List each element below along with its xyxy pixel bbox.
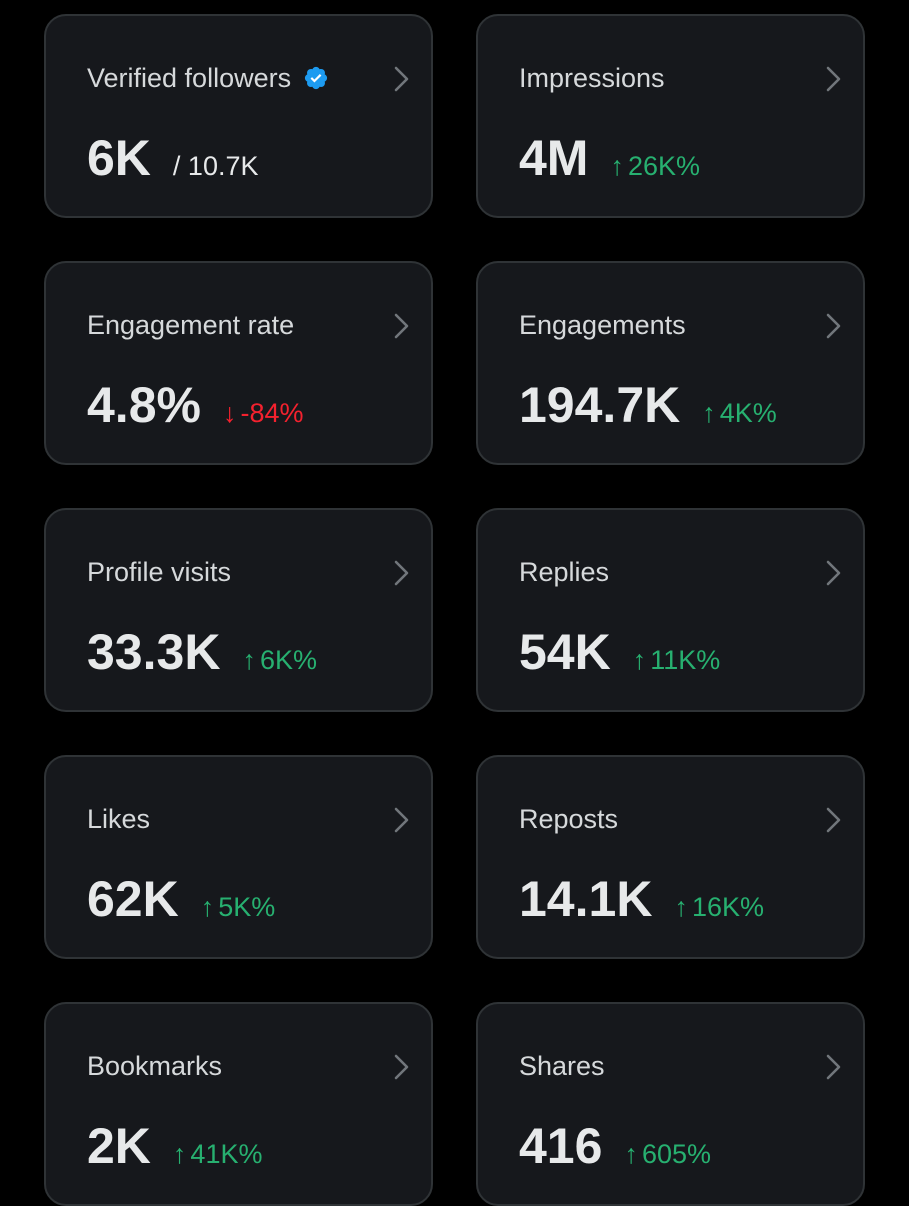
card-title-label: Reposts: [519, 804, 619, 834]
value-row: 4.8% ↓ -84%: [87, 377, 304, 433]
chevron-right-icon[interactable]: [825, 312, 843, 340]
value-row: 33.3K ↑ 6K%: [87, 624, 317, 680]
chevron-right-icon[interactable]: [393, 806, 411, 834]
metric-change-value: 4K%: [719, 398, 777, 428]
card-title: Profile visits: [87, 556, 231, 588]
arrow-up-icon: ↑: [624, 1139, 638, 1169]
chevron-right-icon[interactable]: [825, 65, 843, 93]
card-title-label: Engagement rate: [87, 310, 295, 340]
arrow-up-icon: ↑: [632, 645, 647, 675]
arrow-up-icon: ↑: [610, 151, 624, 181]
card-title: Likes: [87, 803, 150, 835]
card-title-label: Bookmarks: [87, 1051, 223, 1081]
chevron-right-icon[interactable]: [825, 806, 843, 834]
card-title: Shares: [519, 1050, 605, 1082]
metric-value: 54K: [519, 624, 611, 680]
metric-change-value: 11K%: [650, 645, 721, 675]
verified-badge-icon: [305, 66, 328, 90]
metric-change: ↑ 11K%: [633, 645, 721, 676]
metric-change-value: 5K%: [218, 892, 276, 922]
card-title: Replies: [519, 556, 609, 588]
card-title: Reposts: [519, 803, 618, 835]
card-title-label: Verified followers: [87, 63, 292, 93]
metric-change-value: -84%: [240, 398, 304, 428]
card-profile-visits[interactable]: Profile visits 33.3K ↑ 6K%: [44, 508, 433, 712]
chevron-right-icon[interactable]: [393, 559, 411, 587]
chevron-right-icon[interactable]: [393, 65, 411, 93]
metric-value: 4.8%: [87, 377, 201, 433]
value-row: 194.7K ↑ 4K%: [519, 377, 777, 433]
metric-change: ↑ 6K%: [242, 645, 317, 676]
card-replies[interactable]: Replies 54K ↑ 11K%: [476, 508, 865, 712]
metric-change-value: 6K%: [259, 645, 317, 675]
card-title-label: Impressions: [519, 63, 665, 93]
metric-change: ↑ 16K%: [674, 892, 764, 923]
metric-change: ↑ 41K%: [173, 1139, 263, 1170]
metric-change-value: 16K%: [691, 892, 764, 922]
arrow-up-icon: ↑: [674, 892, 688, 922]
arrow-up-icon: ↑: [702, 398, 716, 428]
metric-change: ↓ -84%: [223, 398, 304, 429]
metric-change: ↑ 4K%: [702, 398, 777, 429]
card-engagements[interactable]: Engagements 194.7K ↑ 4K%: [476, 261, 865, 465]
metric-change: ↑ 605%: [624, 1139, 711, 1170]
value-row: 62K ↑ 5K%: [87, 871, 275, 927]
chevron-right-icon[interactable]: [393, 312, 411, 340]
metric-change-value: 26K%: [627, 151, 701, 181]
metric-change-value: 605%: [641, 1139, 711, 1169]
card-title-label: Replies: [519, 557, 610, 587]
arrow-up-icon: ↑: [200, 892, 215, 922]
card-title: Verified followers: [87, 62, 329, 94]
arrow-up-icon: ↑: [242, 645, 256, 675]
metric-total: / 10.7K: [172, 151, 259, 181]
metric-value: 194.7K: [519, 377, 681, 433]
metrics-grid: Verified followers 6K / 10.7K Impression…: [44, 14, 865, 1206]
card-title: Bookmarks: [87, 1050, 222, 1082]
value-row: 4M ↑ 26K%: [519, 130, 700, 186]
card-reposts[interactable]: Reposts 14.1K ↑ 16K%: [476, 755, 865, 959]
value-row: 54K ↑ 11K%: [519, 624, 720, 680]
value-row: 2K ↑ 41K%: [87, 1118, 262, 1174]
card-title: Impressions: [519, 62, 665, 94]
arrow-down-icon: ↓: [222, 398, 237, 428]
metric-value: 4M: [519, 130, 589, 186]
card-likes[interactable]: Likes 62K ↑ 5K%: [44, 755, 433, 959]
card-impressions[interactable]: Impressions 4M ↑ 26K%: [476, 14, 865, 218]
value-row: 6K / 10.7K: [87, 130, 258, 186]
metric-change: ↑ 5K%: [201, 892, 276, 923]
metric-value: 62K: [87, 871, 179, 927]
card-title: Engagement rate: [87, 309, 294, 341]
metric-value: 33.3K: [87, 624, 221, 680]
metric-value: 2K: [87, 1118, 151, 1174]
metric-change-value: 41K%: [190, 1139, 263, 1169]
card-bookmarks[interactable]: Bookmarks 2K ↑ 41K%: [44, 1002, 433, 1206]
card-title: Engagements: [519, 309, 686, 341]
card-title-label: Engagements: [519, 310, 686, 340]
card-title-label: Likes: [87, 804, 151, 834]
metric-change: ↑ 26K%: [610, 151, 700, 182]
card-verified-followers[interactable]: Verified followers 6K / 10.7K: [44, 14, 433, 218]
chevron-right-icon[interactable]: [825, 1053, 843, 1081]
value-row: 416 ↑ 605%: [519, 1118, 711, 1174]
metric-value: 6K: [87, 130, 151, 186]
metric-value: 416: [519, 1118, 603, 1174]
card-title-label: Shares: [519, 1051, 605, 1081]
card-engagement-rate[interactable]: Engagement rate 4.8% ↓ -84%: [44, 261, 433, 465]
value-row: 14.1K ↑ 16K%: [519, 871, 764, 927]
metric-value: 14.1K: [519, 871, 653, 927]
chevron-right-icon[interactable]: [393, 1053, 411, 1081]
arrow-up-icon: ↑: [172, 1139, 187, 1169]
card-title-label: Profile visits: [87, 557, 232, 587]
chevron-right-icon[interactable]: [825, 559, 843, 587]
card-shares[interactable]: Shares 416 ↑ 605%: [476, 1002, 865, 1206]
